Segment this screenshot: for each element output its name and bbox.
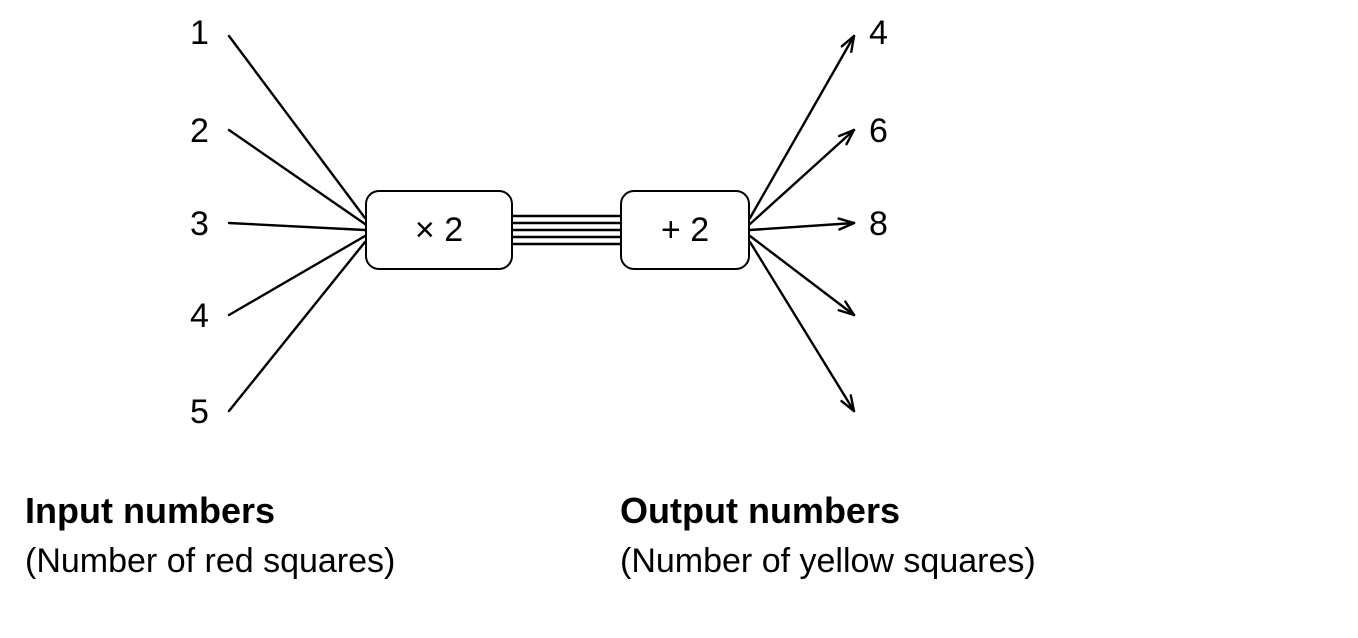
operation-box-add: + 2 — [620, 190, 750, 270]
operation-label-add: + 2 — [661, 211, 709, 250]
output-label-bold: Output numbers — [620, 490, 900, 532]
operation-label-multiply: × 2 — [415, 211, 463, 250]
input-number-5: 5 — [190, 393, 209, 432]
function-machine-diagram: 1 2 3 4 5 4 6 8 × 2 + 2 Input numbers (N… — [0, 0, 1358, 638]
input-number-4: 4 — [190, 297, 209, 336]
input-number-3: 3 — [190, 205, 209, 244]
input-number-2: 2 — [190, 112, 209, 151]
output-number-2: 6 — [869, 112, 888, 151]
input-label-bold: Input numbers — [25, 490, 275, 532]
input-label-sub: (Number of red squares) — [25, 542, 395, 581]
output-number-1: 4 — [869, 14, 888, 53]
output-label-sub: (Number of yellow squares) — [620, 542, 1036, 581]
output-number-3: 8 — [869, 205, 888, 244]
operation-box-multiply: × 2 — [365, 190, 513, 270]
input-number-1: 1 — [190, 14, 209, 53]
